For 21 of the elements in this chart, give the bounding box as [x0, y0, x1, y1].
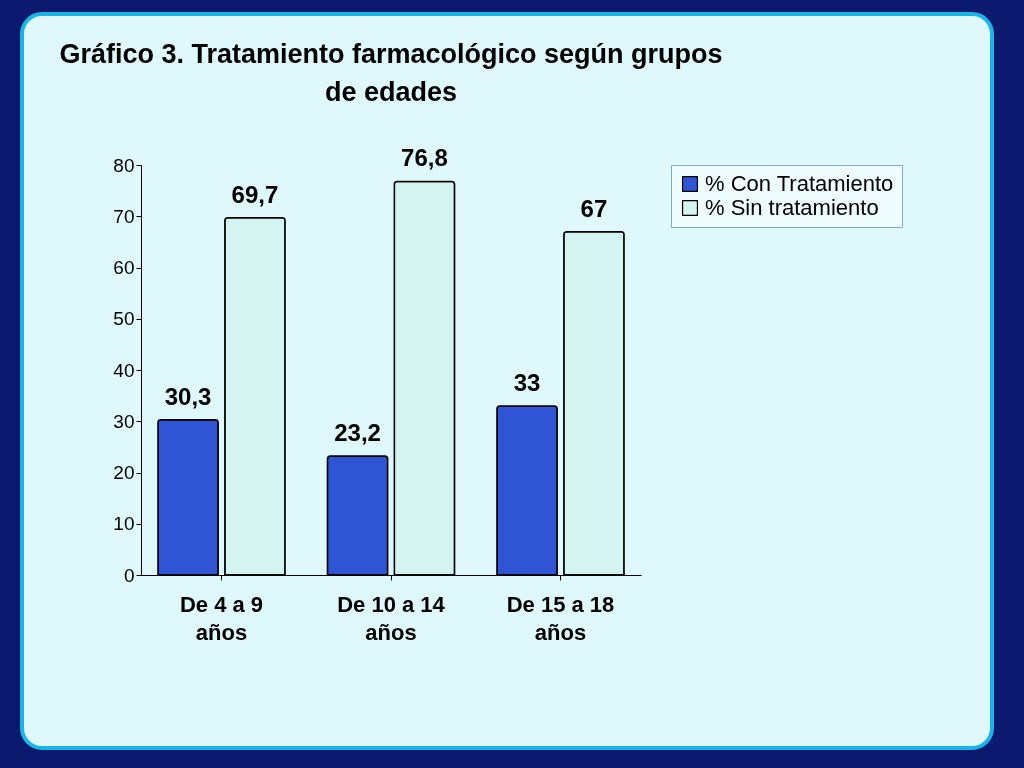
data-label: 33	[513, 368, 541, 396]
y-tick-label: 20	[113, 462, 135, 483]
chart-title: Gráfico 3. Tratamiento farmacológico según grupos de edades	[59, 39, 723, 108]
data-label: 67	[580, 194, 608, 222]
y-tick-label: 80	[113, 154, 135, 176]
y-tick-label: 50	[113, 308, 135, 330]
y-tick-label: 40	[113, 359, 135, 381]
x-tick-label: De 10 a 14 años	[337, 591, 446, 645]
legend-label: % Sin tratamiento	[705, 195, 879, 220]
y-tick-label: 60	[113, 257, 135, 278]
legend-label: % Con Tratamiento	[705, 171, 894, 196]
y-tick-label: 10	[113, 513, 135, 535]
x-tick-label: De 4 a 9 años	[179, 591, 264, 645]
y-tick-label: 70	[113, 205, 135, 227]
y-tick-label: 30	[113, 410, 135, 432]
data-label: 76,8	[401, 144, 448, 172]
data-label: 30,3	[164, 382, 212, 410]
y-tick-label: 0	[123, 564, 135, 586]
data-label: 23,2	[334, 419, 381, 447]
data-label: 69,7	[231, 180, 279, 208]
x-tick-label: De 15 a 18 años	[506, 591, 615, 645]
